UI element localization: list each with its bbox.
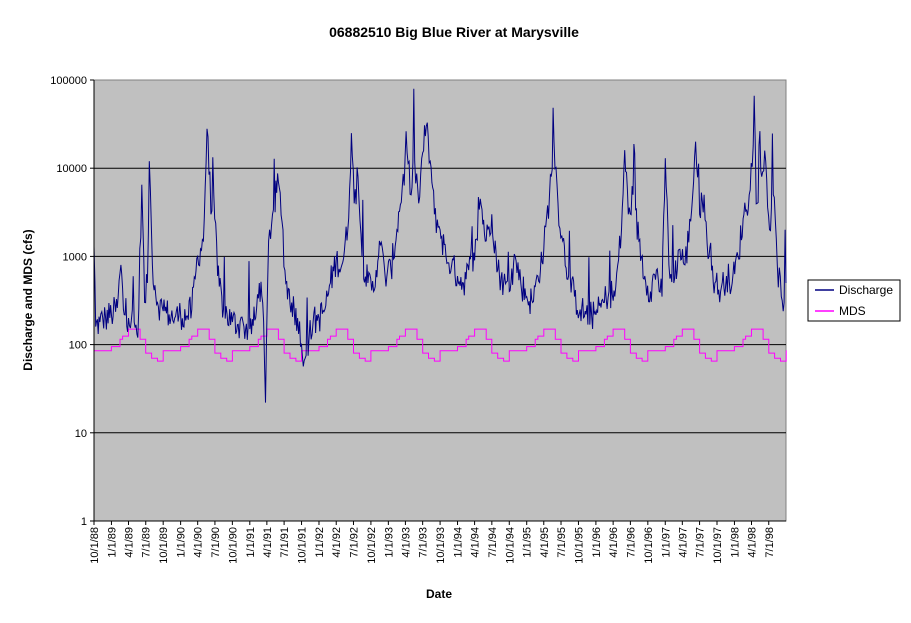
legend-discharge-label: Discharge [839, 283, 893, 297]
y-tick-label: 10 [75, 428, 87, 440]
x-tick-label: 1/1/93 [383, 527, 395, 558]
x-tick-label: 1/1/95 [522, 527, 534, 558]
y-tick-label: 1000 [63, 251, 87, 263]
x-tick-label: 1/1/91 [245, 527, 257, 558]
x-tick-label: 4/1/94 [470, 527, 482, 558]
chart-title: 06882510 Big Blue River at Marysville [329, 24, 579, 40]
x-tick-label: 7/1/89 [141, 527, 153, 558]
x-axis-title: Date [426, 587, 452, 601]
y-tick-label: 100000 [50, 75, 87, 87]
x-tick-label: 1/1/94 [453, 527, 465, 558]
x-tick-label: 4/1/96 [608, 527, 620, 558]
x-tick-label: 4/1/98 [747, 527, 759, 558]
plot-area [93, 79, 787, 522]
x-tick-label: 1/1/96 [591, 527, 603, 558]
x-tick-label: 7/1/96 [625, 527, 637, 558]
x-tick-label: 7/1/94 [487, 527, 499, 558]
x-tick-label: 7/1/91 [279, 527, 291, 558]
x-tick-label: 10/1/93 [435, 527, 447, 564]
x-tick-label: 4/1/90 [193, 527, 205, 558]
x-tick-label: 1/1/97 [660, 527, 672, 558]
x-tick-label: 10/1/88 [89, 527, 101, 564]
y-tick-label: 1 [81, 516, 87, 528]
gridlines [94, 167, 786, 434]
x-tick-label: 1/1/92 [314, 527, 326, 558]
y-axis-title: Discharge and MDS (cfs) [21, 229, 35, 370]
x-tick-label: 7/1/92 [348, 527, 360, 558]
x-tick-label: 7/1/93 [418, 527, 430, 558]
x-tick-label: 10/1/89 [158, 527, 170, 564]
x-tick-label: 10/1/95 [573, 527, 585, 564]
x-tick-label: 4/1/95 [539, 527, 551, 558]
x-tick-label: 7/1/90 [210, 527, 222, 558]
x-tick-label: 1/1/89 [106, 527, 118, 558]
x-tick-label: 7/1/97 [695, 527, 707, 558]
x-tick-label: 10/1/92 [366, 527, 378, 564]
x-tick-label: 4/1/89 [123, 527, 135, 558]
x-tick-label: 4/1/91 [262, 527, 274, 558]
y-tick-label: 100 [69, 340, 87, 352]
x-tick-label: 4/1/97 [677, 527, 689, 558]
discharge-line [93, 88, 787, 403]
x-tick-label: 7/1/95 [556, 527, 568, 558]
mds-line [94, 328, 787, 362]
x-tick-label: 4/1/92 [331, 527, 343, 558]
legend-mds-label: MDS [839, 304, 866, 318]
y-tick-label: 10000 [56, 163, 87, 175]
legend: Discharge MDS [807, 279, 901, 322]
x-tick-label: 10/1/96 [643, 527, 655, 564]
x-tick-label: 7/1/98 [764, 527, 776, 558]
x-tick-label: 10/1/94 [504, 527, 516, 564]
legend-box [807, 279, 901, 322]
x-axis: 10/1/88 1/1/89 4/1/89 7/1/89 10/1/89 1/1/90 4/… [89, 520, 786, 564]
series-layer [93, 88, 787, 403]
x-tick-label: 10/1/97 [712, 527, 724, 564]
y-axis: 1 10 100 1000 10000 100000 [50, 75, 95, 528]
x-tick-label: 10/1/90 [227, 527, 239, 564]
x-tick-label: 4/1/93 [400, 527, 412, 558]
x-tick-label: 1/1/98 [729, 527, 741, 558]
x-tick-label: 1/1/90 [176, 527, 188, 558]
x-tick-label: 10/1/91 [297, 527, 309, 564]
